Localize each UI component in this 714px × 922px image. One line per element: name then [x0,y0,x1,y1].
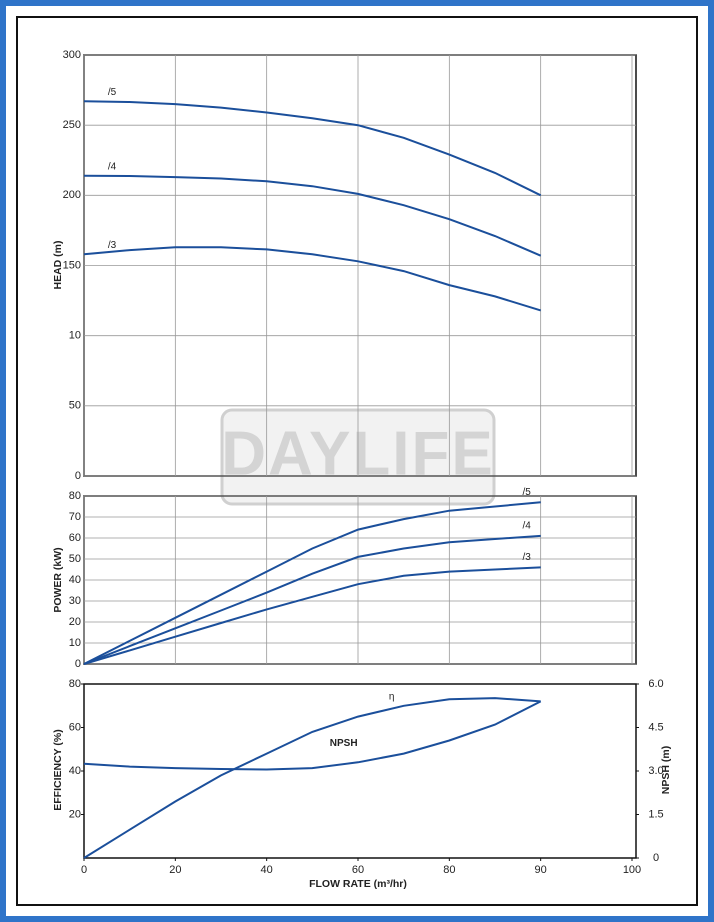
y2-tick-label: 0 [653,852,659,864]
y2-tick-label: 3.0 [648,765,663,777]
y-tick-label: 250 [63,119,81,131]
x-tick-label: 0 [81,864,87,876]
series-label: /4 [108,161,117,172]
y-axis-title: POWER (kW) [52,547,64,612]
series-line [83,174,542,257]
y-tick-label: 200 [63,189,81,201]
y-tick-label: 40 [69,574,81,586]
y-tick-label: 20 [69,808,81,820]
y-tick-label: 60 [69,532,81,544]
x-tick-label: 80 [443,864,455,876]
y-tick-label: 150 [63,259,81,271]
y-tick-label: 0 [75,470,81,482]
y-tick-label: 80 [69,490,81,502]
y-tick-label: 50 [69,553,81,565]
inner-frame [16,16,698,906]
y-tick-label: 300 [63,49,81,61]
y-tick-label: 80 [69,678,81,690]
y-tick-label: 40 [69,765,81,777]
series-label: NPSH [330,738,358,749]
series-label: /3 [108,240,117,251]
y-tick-label: 70 [69,511,81,523]
y-tick-label: 30 [69,595,81,607]
series-label: η [389,691,395,702]
y-tick-label: 60 [69,721,81,733]
y2-tick-label: 6.0 [648,678,663,690]
y-tick-label: 50 [69,400,81,412]
series-line [83,501,541,665]
series-label: /5 [108,87,117,98]
x-axis-title: FLOW RATE (m³/hr) [309,878,407,890]
series-line [83,246,541,312]
series-label: /3 [522,552,531,563]
series-label: /5 [522,487,531,498]
y2-tick-label: 4.5 [648,721,663,733]
y-tick-label: 10 [69,637,81,649]
series-line [83,697,541,859]
y-axis-title: EFFICIENCY (%) [52,729,64,810]
y-tick-label: 0 [75,658,81,670]
y2-axis-title: NPSH (m) [660,746,672,794]
series-line [83,100,542,197]
series-line [83,700,542,771]
y-axis-title: HEAD (m) [52,241,64,290]
y2-tick-label: 1.5 [648,808,663,820]
x-tick-label: 90 [535,864,547,876]
x-tick-label: 100 [623,864,641,876]
x-tick-label: 60 [352,864,364,876]
y-tick-label: 10 [69,330,81,342]
series-line [83,534,541,665]
series-label: /4 [522,521,531,532]
x-tick-label: 40 [261,864,273,876]
y-tick-label: 20 [69,616,81,628]
x-tick-label: 20 [169,864,181,876]
series-line [83,566,541,665]
